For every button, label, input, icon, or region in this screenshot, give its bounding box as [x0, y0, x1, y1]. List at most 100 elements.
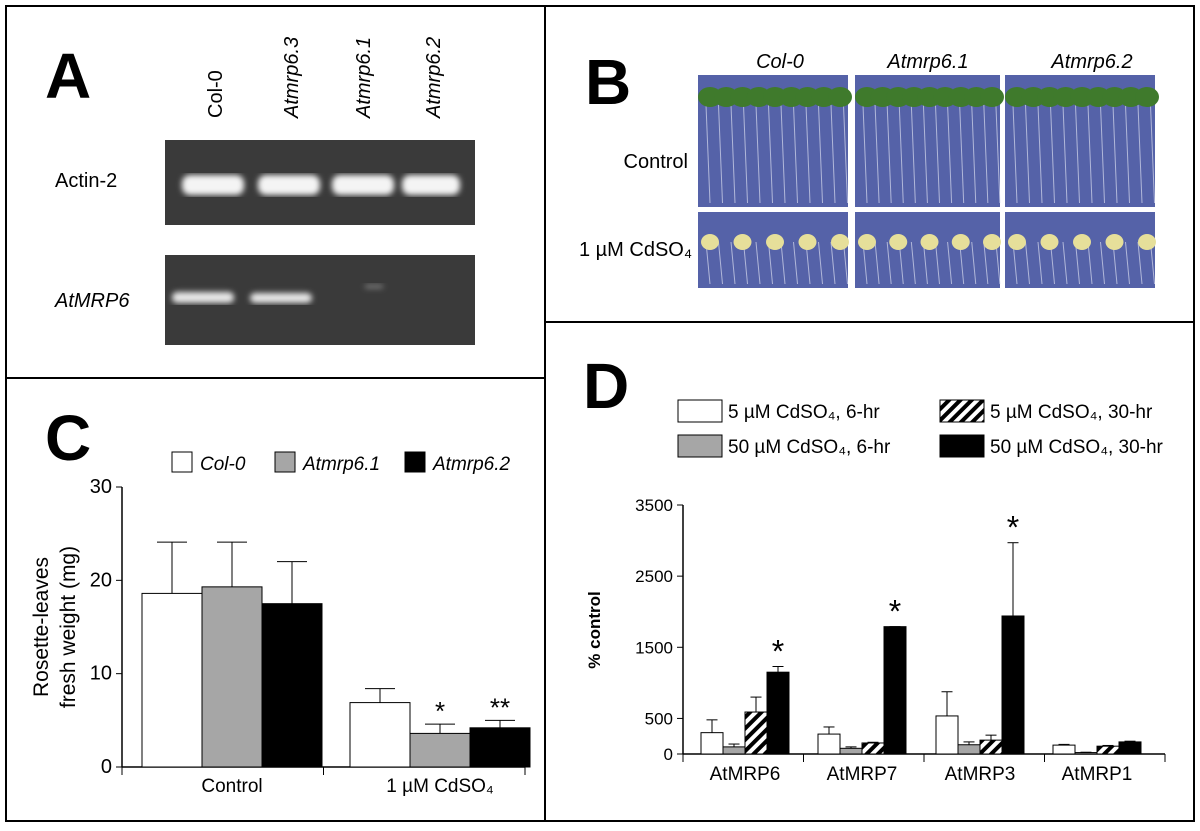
y-tick-label: 3500	[635, 496, 673, 515]
bar	[1052, 744, 1076, 755]
root	[705, 104, 711, 204]
root	[755, 104, 761, 204]
bar	[409, 732, 471, 768]
gel-bands	[172, 285, 383, 303]
y-tick-label: 1500	[635, 638, 673, 657]
leaf	[828, 87, 852, 107]
root	[1100, 241, 1105, 285]
y-tick-label: 20	[90, 569, 112, 591]
leaf	[951, 234, 970, 250]
bar	[744, 711, 768, 755]
root	[768, 104, 773, 204]
root	[780, 241, 786, 285]
bar	[839, 747, 863, 755]
root	[1075, 104, 1080, 204]
root	[1025, 241, 1030, 285]
bar	[1001, 615, 1025, 755]
root	[898, 104, 904, 204]
x-tick-label: Control	[201, 776, 262, 797]
root	[1062, 104, 1068, 204]
x-tick-label: AtMRP6	[710, 764, 781, 785]
root	[793, 104, 798, 204]
root	[1137, 104, 1143, 204]
leaf	[733, 234, 752, 250]
column-label: Col-0	[756, 51, 804, 73]
legend-label: Atmrp6.2	[432, 454, 511, 475]
panel-letter: C	[45, 402, 91, 474]
bar	[957, 744, 981, 755]
legend-swatch	[939, 434, 985, 458]
bar	[722, 746, 746, 755]
gel-bands	[182, 175, 460, 195]
seedling-photos	[698, 75, 1159, 288]
leaf	[1135, 87, 1159, 107]
bar	[861, 742, 885, 755]
root	[1075, 241, 1080, 285]
root	[780, 104, 786, 204]
root	[843, 104, 848, 204]
leaf	[766, 234, 784, 250]
legend-swatch	[939, 399, 985, 423]
bar	[349, 702, 411, 768]
root	[830, 241, 836, 285]
root	[947, 104, 953, 204]
leaf	[1040, 234, 1059, 250]
leaf	[1138, 234, 1156, 250]
row-label: 1 µM CdSO₄	[579, 239, 692, 261]
bar	[1096, 745, 1120, 755]
lane-label: Atmrp6.2	[423, 37, 445, 119]
bar	[469, 727, 531, 768]
root	[818, 104, 823, 204]
root	[1112, 104, 1118, 204]
row-label: Control	[624, 151, 688, 173]
root	[995, 104, 1001, 204]
root	[983, 241, 989, 285]
y-axis-label: % control	[585, 591, 604, 668]
panel-letter: B	[585, 46, 631, 118]
leaf	[889, 234, 908, 250]
row-label: AtMRP6	[54, 290, 130, 312]
y-axis-label: fresh weight (mg)	[57, 546, 80, 708]
bar	[935, 715, 959, 755]
root	[1025, 104, 1030, 204]
root	[793, 241, 798, 285]
root	[995, 241, 1001, 285]
lane-label: Atmrp6.1	[353, 37, 375, 119]
root	[935, 104, 940, 204]
root	[1137, 241, 1143, 285]
significance: *	[1007, 510, 1019, 546]
x-tick-label: 1 µM CdSO₄	[386, 776, 494, 797]
legend-swatch	[677, 434, 723, 458]
root	[935, 241, 940, 285]
leaf	[1073, 234, 1091, 250]
photo	[698, 212, 848, 288]
root	[730, 241, 736, 285]
legend-label: Atmrp6.1	[302, 454, 380, 475]
root	[1100, 104, 1105, 204]
significance: *	[772, 633, 784, 669]
root	[768, 241, 773, 285]
significance: *	[889, 594, 901, 630]
root	[818, 241, 823, 285]
leaf	[831, 234, 849, 250]
leaf	[858, 234, 876, 250]
panel-letter: A	[45, 40, 91, 112]
legend-swatch	[274, 451, 296, 473]
y-tick-label: 10	[90, 663, 112, 685]
y-tick-label: 0	[101, 756, 112, 778]
bar	[261, 603, 323, 768]
root	[718, 241, 723, 285]
bar	[1118, 741, 1142, 755]
root	[730, 104, 736, 204]
leaf	[1105, 234, 1124, 250]
legend-label: Col-0	[200, 454, 246, 475]
root	[886, 104, 892, 204]
root	[1050, 104, 1055, 204]
legend-label: 5 µM CdSO₄, 30-hr	[990, 402, 1153, 423]
root	[959, 104, 965, 204]
bar	[979, 739, 1003, 755]
lane-label: Col-0	[205, 70, 227, 118]
y-axis-label: Rosette-leaves	[30, 557, 53, 697]
root	[922, 104, 928, 204]
legend-label: 50 µM CdSO₄, 6-hr	[728, 437, 891, 458]
